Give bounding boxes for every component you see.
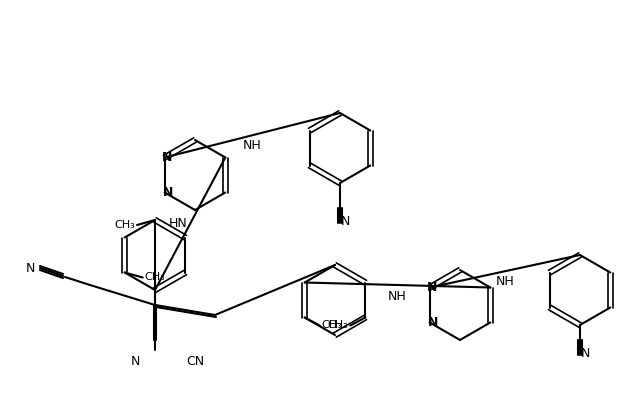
Text: N: N [26,263,35,275]
Text: HN: HN [169,217,188,230]
Text: N: N [426,281,437,294]
Text: N: N [161,151,172,164]
Text: CH₃: CH₃ [328,321,348,331]
Text: N: N [163,186,173,199]
Text: N: N [131,355,140,368]
Text: N: N [428,316,438,329]
Text: NH: NH [495,275,514,288]
Text: NH: NH [388,290,407,303]
Text: CN: CN [186,355,204,368]
Text: NH: NH [243,139,262,152]
Text: CH₃: CH₃ [115,220,135,230]
Text: N: N [340,215,349,228]
Text: CH₃: CH₃ [145,272,165,283]
Text: N: N [580,347,589,360]
Text: CH₃: CH₃ [322,321,342,331]
